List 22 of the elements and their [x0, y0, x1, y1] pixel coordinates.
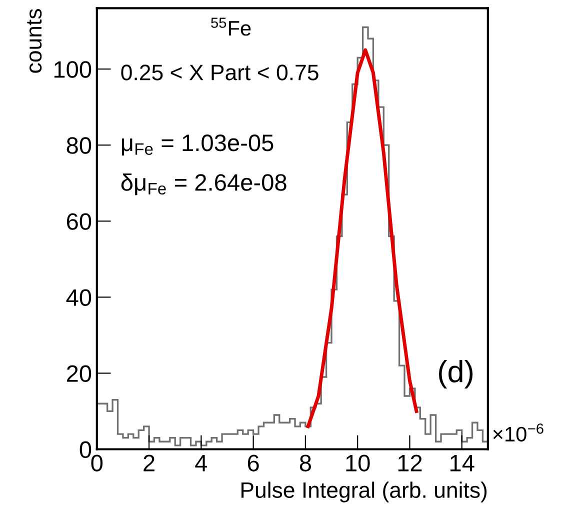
- x-tick-label: 0: [91, 454, 103, 472]
- annotation: 0.25 < X Part < 0.75: [121, 64, 318, 80]
- x-tick-label: 4: [195, 454, 208, 472]
- x-tick-label: 14: [450, 454, 474, 472]
- annotation: μ$_{Fe}$ = 1.03e-05: [122, 134, 274, 156]
- x-tick-label: 2: [144, 454, 154, 472]
- x-tick-label: 12: [398, 454, 422, 472]
- annotation: δμ$_{Fe}$ = 2.64e-08: [121, 174, 286, 196]
- y-axis-title: counts: [27, 9, 42, 73]
- y-tick-label: 40: [66, 289, 92, 306]
- y-tick-label: 60: [66, 213, 92, 230]
- y-tick-label: 80: [66, 137, 92, 154]
- annotation: $^{55}$Fe: [211, 18, 251, 36]
- x-tick-label: 10: [346, 454, 370, 472]
- text: ×10$^{−6}$: [493, 423, 544, 442]
- x-tick-label: 8: [300, 454, 311, 472]
- annotation: (d): [438, 360, 473, 388]
- x-tick-label: 6: [248, 454, 259, 472]
- y-tick-label: 0: [80, 441, 92, 458]
- x-axis-title: Pulse Integral (arb. units): [241, 482, 487, 502]
- y-tick-label: 100: [54, 61, 92, 78]
- y-tick-label: 20: [66, 365, 92, 382]
